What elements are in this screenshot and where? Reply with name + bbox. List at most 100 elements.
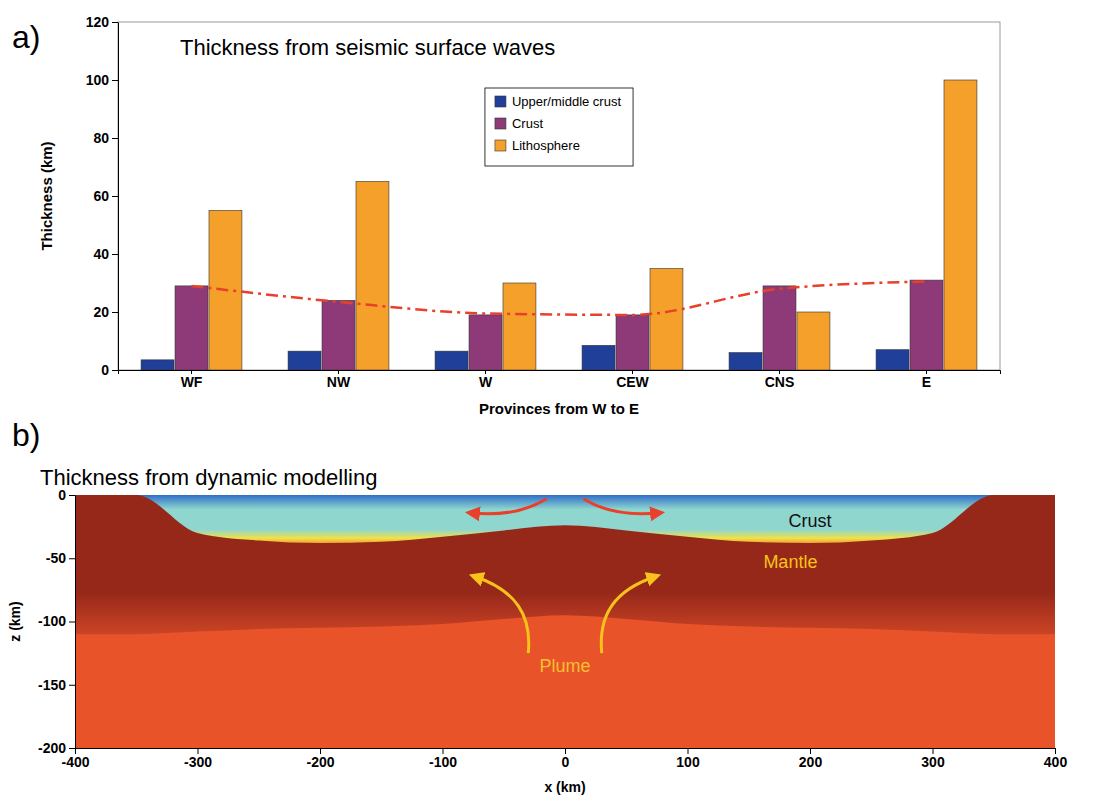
panel-a: a)020406080100120WFNWWCEWCNSEProvinces f… [12,14,1001,417]
legend-swatch [495,140,506,151]
legend: Upper/middle crustCrustLithosphere [485,88,633,166]
bar [650,269,683,371]
tick-label: E [922,374,931,390]
bar [141,360,174,370]
tick-mark [112,312,118,313]
tick: CEW [616,370,649,390]
tick-mark [112,80,118,81]
tick-label: 0 [562,754,570,770]
tick: -150 [38,677,75,693]
tick: 400 [1044,748,1068,770]
arrow [601,576,657,653]
legend-swatch [495,118,506,129]
tick-mark [69,748,75,749]
bar [729,353,762,370]
plot-frame [118,22,1000,370]
tick-label: -200 [306,754,334,770]
legend-label: Upper/middle crust [512,94,621,109]
tick: 120 [86,14,118,30]
bar [435,351,468,370]
tick-label: -200 [38,740,66,756]
bar [288,351,321,370]
tick-label: 60 [93,188,109,204]
x-axis: -400-300-200-1000100200300400 [61,748,1067,770]
plot-ground [75,495,1055,748]
y-axis-title: z (km) [7,601,23,641]
tick: NW [327,370,351,390]
plot-marks [75,495,1055,748]
tick-label: WF [181,374,203,390]
tick-mark [112,138,118,139]
tick-mark [112,254,118,255]
arrow [583,499,660,514]
tick-label: NW [327,374,351,390]
tick: 100 [86,72,118,88]
x-axis: WF NW W CEW CNS E [119,370,1001,390]
tick: -200 [306,748,334,770]
bar [503,283,536,370]
tick: 80 [93,130,118,146]
tick: -100 [38,613,75,629]
tick: WF [181,370,203,390]
legend-box [485,88,633,166]
tick-label: -400 [61,754,89,770]
tick-label: 80 [93,130,109,146]
tick-label: CNS [765,374,795,390]
tick: -200 [38,740,75,756]
bar [616,315,649,370]
tick: 40 [93,246,118,262]
tick: -50 [46,550,75,566]
area [75,495,1055,543]
bar [175,286,208,370]
y-axis: -200 -150 -100 -50 0 [38,487,76,756]
plot-marks [141,80,977,370]
tick: 20 [93,304,118,320]
chart-title: Thickness from seismic surface waves [180,35,555,60]
y-axis-title: Thickness (km) [38,141,55,250]
tick: 0 [562,748,570,770]
tick-mark [69,558,75,559]
tick-label: 400 [1044,754,1068,770]
tick: W [479,370,493,390]
tick-mark [69,495,75,496]
line [192,282,927,315]
bar [876,350,909,370]
tick-mark [69,685,75,686]
tick-label: -300 [184,754,212,770]
tick-mark [112,370,118,371]
bar [469,315,502,370]
area [75,495,1055,634]
chart-title: Thickness from dynamic modelling [40,465,377,490]
tick-label: 0 [58,487,66,503]
tick: 300 [921,748,945,770]
tick: 0 [101,362,118,378]
tick-label: -50 [46,550,66,566]
bar [356,182,389,371]
bar [322,300,355,370]
legend-label: Lithosphere [512,138,580,153]
tick-label: 300 [921,754,945,770]
tick-mark [112,22,118,23]
bar [763,286,796,370]
tick-label: CEW [616,374,649,390]
bar [797,312,830,370]
figure: a)020406080100120WFNWWCEWCNSEProvinces f… [0,0,1112,809]
tick: E [922,370,931,390]
tick-label: -100 [38,613,66,629]
annotation: Plume [539,656,590,676]
tick-label: W [479,374,493,390]
tick-label: 100 [86,72,110,88]
tick-label: 120 [86,14,110,30]
arrow [473,576,529,653]
tick-label: -150 [38,677,66,693]
annotation: Mantle [763,552,817,572]
bar [582,345,615,370]
arrow [469,499,546,514]
arrows [469,499,660,653]
tick: CNS [765,370,795,390]
panel-label: b) [12,417,40,453]
tick-label: -100 [429,754,457,770]
tick: -300 [184,748,212,770]
tick: 60 [93,188,118,204]
panel-label: a) [12,19,40,55]
